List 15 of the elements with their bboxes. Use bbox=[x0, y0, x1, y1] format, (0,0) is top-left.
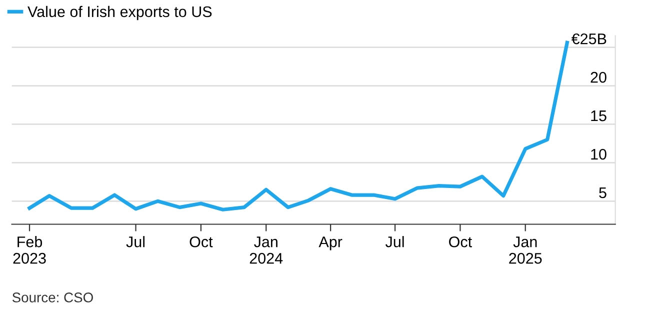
legend-label: Value of Irish exports to US bbox=[28, 6, 212, 20]
x-tick-label: Jan 2025 bbox=[509, 236, 542, 264]
y-tick-label: €25B bbox=[571, 33, 606, 44]
x-tick-label: Apr bbox=[318, 236, 342, 250]
x-tick-label: Jan 2024 bbox=[250, 236, 283, 264]
y-tick-label: 10 bbox=[591, 148, 606, 160]
y-tick-label: 15 bbox=[591, 110, 606, 122]
x-tick-label: Oct bbox=[190, 236, 213, 248]
y-tick-label: 5 bbox=[599, 187, 606, 198]
x-tick-label: Oct bbox=[449, 236, 472, 248]
source-note: Source: CSO bbox=[12, 292, 93, 302]
x-tick-label: Jul bbox=[126, 236, 145, 248]
y-tick-label: 20 bbox=[590, 72, 606, 83]
x-tick-label: Jul bbox=[386, 236, 404, 248]
x-tick-label: Feb 2023 bbox=[13, 236, 46, 264]
